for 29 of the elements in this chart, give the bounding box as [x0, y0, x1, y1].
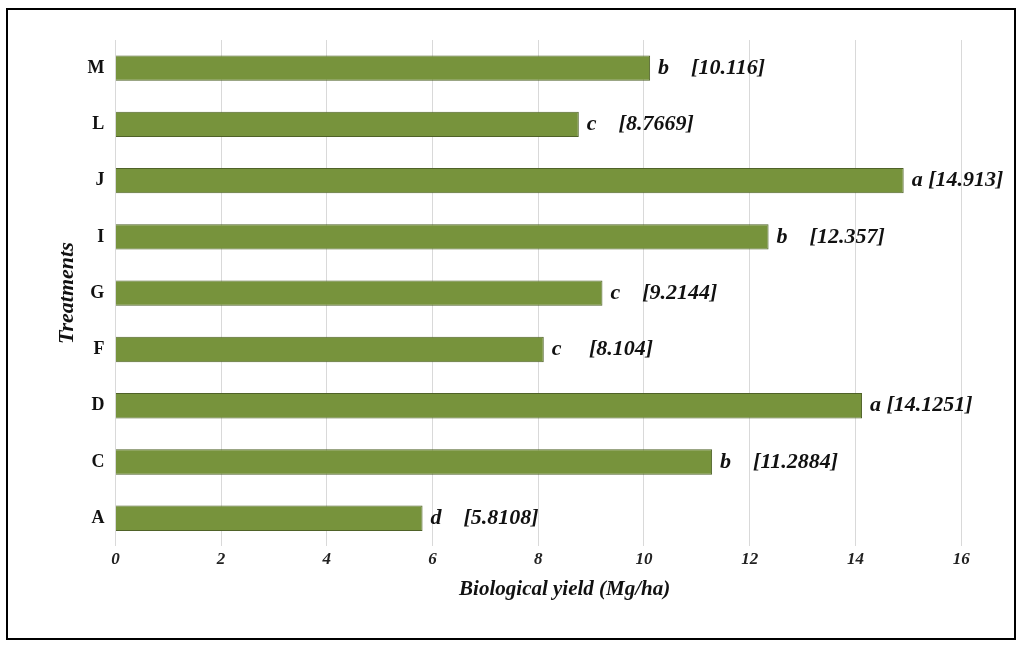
x-tick-label: 6	[428, 548, 438, 568]
y-tick-label: F	[93, 338, 105, 359]
data-label: a [14.913]	[911, 166, 1004, 192]
data-label: a [14.1251]	[870, 391, 973, 417]
x-tick-label: 10	[635, 548, 653, 568]
y-tick-label: G	[90, 281, 105, 302]
x-tick-label: 12	[741, 548, 759, 568]
data-label: c [8.7669]	[586, 110, 694, 136]
data-label: b [12.357]	[776, 222, 885, 248]
y-tick-label: M	[87, 56, 105, 77]
x-tick-label: 4	[321, 548, 332, 568]
y-tick-label: D	[91, 394, 105, 415]
x-tick-label: 2	[215, 548, 226, 568]
y-tick-label: L	[92, 113, 105, 134]
x-tick-label: 16	[952, 548, 971, 568]
x-tick-label: 8	[534, 548, 544, 568]
y-tick-label: J	[95, 169, 105, 190]
y-tick-label: I	[97, 225, 105, 246]
y-axis-title: Treatments	[52, 242, 78, 345]
y-tick-label: C	[91, 450, 105, 471]
data-label: d [5.8108]	[430, 503, 539, 529]
data-label: c [8.104]	[551, 335, 654, 361]
data-label: b [10.116]	[658, 53, 766, 79]
y-tick-label: A	[91, 506, 105, 527]
x-tick-label: 0	[111, 548, 121, 568]
data-label: c [9.2144]	[610, 278, 718, 304]
x-tick-label: 14	[846, 548, 864, 568]
data-label: b [11.2884]	[720, 447, 839, 473]
x-axis-title: Biological yield (Mg/ha)	[458, 575, 671, 600]
